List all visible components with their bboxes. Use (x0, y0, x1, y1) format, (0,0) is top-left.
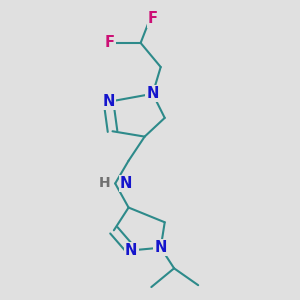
Text: N: N (125, 243, 137, 258)
Text: H: H (99, 176, 110, 190)
Text: N: N (120, 176, 132, 191)
Text: F: F (105, 35, 115, 50)
Text: N: N (146, 86, 159, 101)
Text: F: F (148, 11, 158, 26)
Text: N: N (102, 94, 115, 109)
Text: N: N (154, 240, 167, 255)
